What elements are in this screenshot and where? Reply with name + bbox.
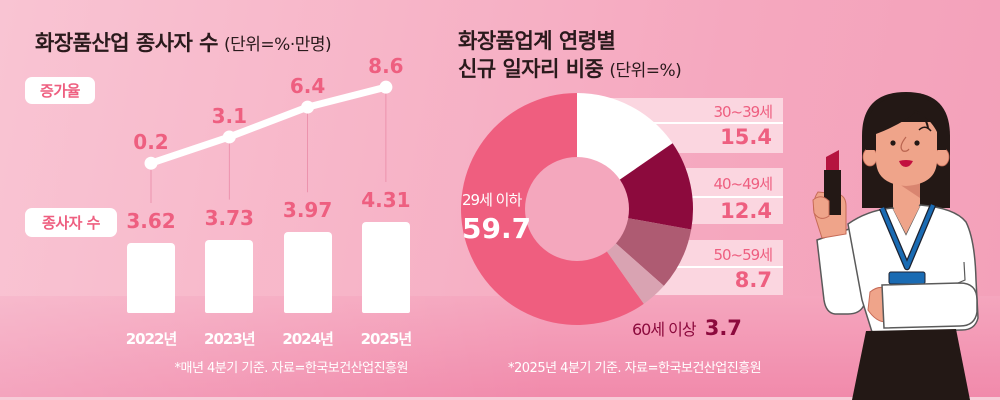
age-label: 40~49세 xyxy=(713,175,773,193)
age-value: 15.4 xyxy=(720,125,772,149)
left-chart-unit: (단위=%·만명) xyxy=(224,35,332,55)
age-value-under-29: 59.7 xyxy=(462,212,532,245)
background-bottom-edge xyxy=(0,397,1000,400)
workers-count-tag: 종사자 수 xyxy=(25,208,117,237)
workers-value: 3.97 xyxy=(282,198,333,223)
age-label-60-plus: 60세 이상 xyxy=(632,320,697,339)
workers-value: 3.73 xyxy=(204,205,254,230)
year-label: 2023년 xyxy=(204,330,256,348)
growth-rate-value: 6.4 xyxy=(289,74,326,99)
divider xyxy=(652,196,783,198)
year-label: 2024년 xyxy=(282,330,334,348)
age-value-60-plus: 3.7 xyxy=(704,316,742,340)
workers-bar-2024 xyxy=(283,232,332,313)
left-chart-title-text: 화장품산업 종사자 수 xyxy=(35,31,219,55)
left-chart-title: 화장품산업 종사자 수 (단위=%·만명) xyxy=(35,27,332,57)
divider xyxy=(652,122,783,124)
workers-value: 3.62 xyxy=(126,208,176,233)
growth-rate-value: 3.1 xyxy=(211,103,248,128)
workers-bar-2025 xyxy=(361,221,410,313)
workers-value: 4.31 xyxy=(361,187,411,212)
workers-bar-2023 xyxy=(205,239,254,313)
age-label-under-29: 29세 이하 xyxy=(462,191,522,209)
divider xyxy=(652,266,783,268)
year-label: 2022년 xyxy=(125,330,178,348)
growth-rate-value: 0.2 xyxy=(133,130,169,155)
age-value: 8.7 xyxy=(734,268,772,292)
age-box-40-49: 40~49세 12.4 xyxy=(600,168,783,224)
right-footnote: *2025년 4분기 기준. 자료=한국보건산업진흥원 xyxy=(508,361,762,376)
age-box-30-39: 30~39세 15.4 xyxy=(600,98,783,153)
right-chart-title-line2: 신규 일자리 비중 (단위=%) xyxy=(458,53,682,83)
left-footnote: *매년 4분기 기준. 자료=한국보건산업진흥원 xyxy=(174,361,408,376)
right-chart-title-text: 신규 일자리 비중 xyxy=(458,57,604,81)
age-label: 30~39세 xyxy=(713,103,773,121)
age-value: 12.4 xyxy=(720,199,772,223)
year-label: 2025년 xyxy=(360,330,413,348)
age-box-50-59: 50~59세 8.7 xyxy=(600,240,783,295)
growth-rate-tag: 증가율 xyxy=(25,77,95,104)
workers-bar-2022 xyxy=(127,242,175,313)
right-chart-unit: (단위=%) xyxy=(609,61,682,81)
age-label: 50~59세 xyxy=(713,246,773,264)
age-60-plus: 60세 이상 3.7 xyxy=(632,316,742,340)
right-chart-title-line1: 화장품업계 연령별 xyxy=(458,29,616,53)
growth-rate-value: 8.6 xyxy=(368,54,404,79)
